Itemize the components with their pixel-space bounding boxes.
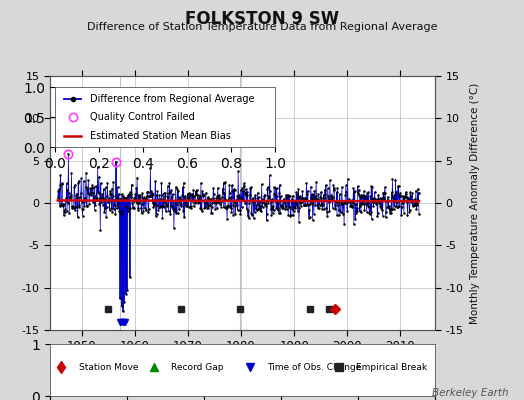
Text: Difference of Station Temperature Data from Regional Average: Difference of Station Temperature Data f… [87, 22, 437, 32]
Text: Estimated Station Mean Bias: Estimated Station Mean Bias [90, 131, 231, 141]
Text: FOLKSTON 9 SW: FOLKSTON 9 SW [185, 10, 339, 28]
Text: Station Move: Station Move [79, 363, 138, 372]
Text: Time of Obs. Change: Time of Obs. Change [267, 363, 362, 372]
Y-axis label: Monthly Temperature Anomaly Difference (°C): Monthly Temperature Anomaly Difference (… [470, 82, 481, 324]
Text: Difference from Regional Average: Difference from Regional Average [90, 94, 255, 104]
Text: Berkeley Earth: Berkeley Earth [432, 388, 508, 398]
Text: Record Gap: Record Gap [171, 363, 224, 372]
Text: Quality Control Failed: Quality Control Failed [90, 112, 195, 122]
Text: Empirical Break: Empirical Break [356, 363, 427, 372]
